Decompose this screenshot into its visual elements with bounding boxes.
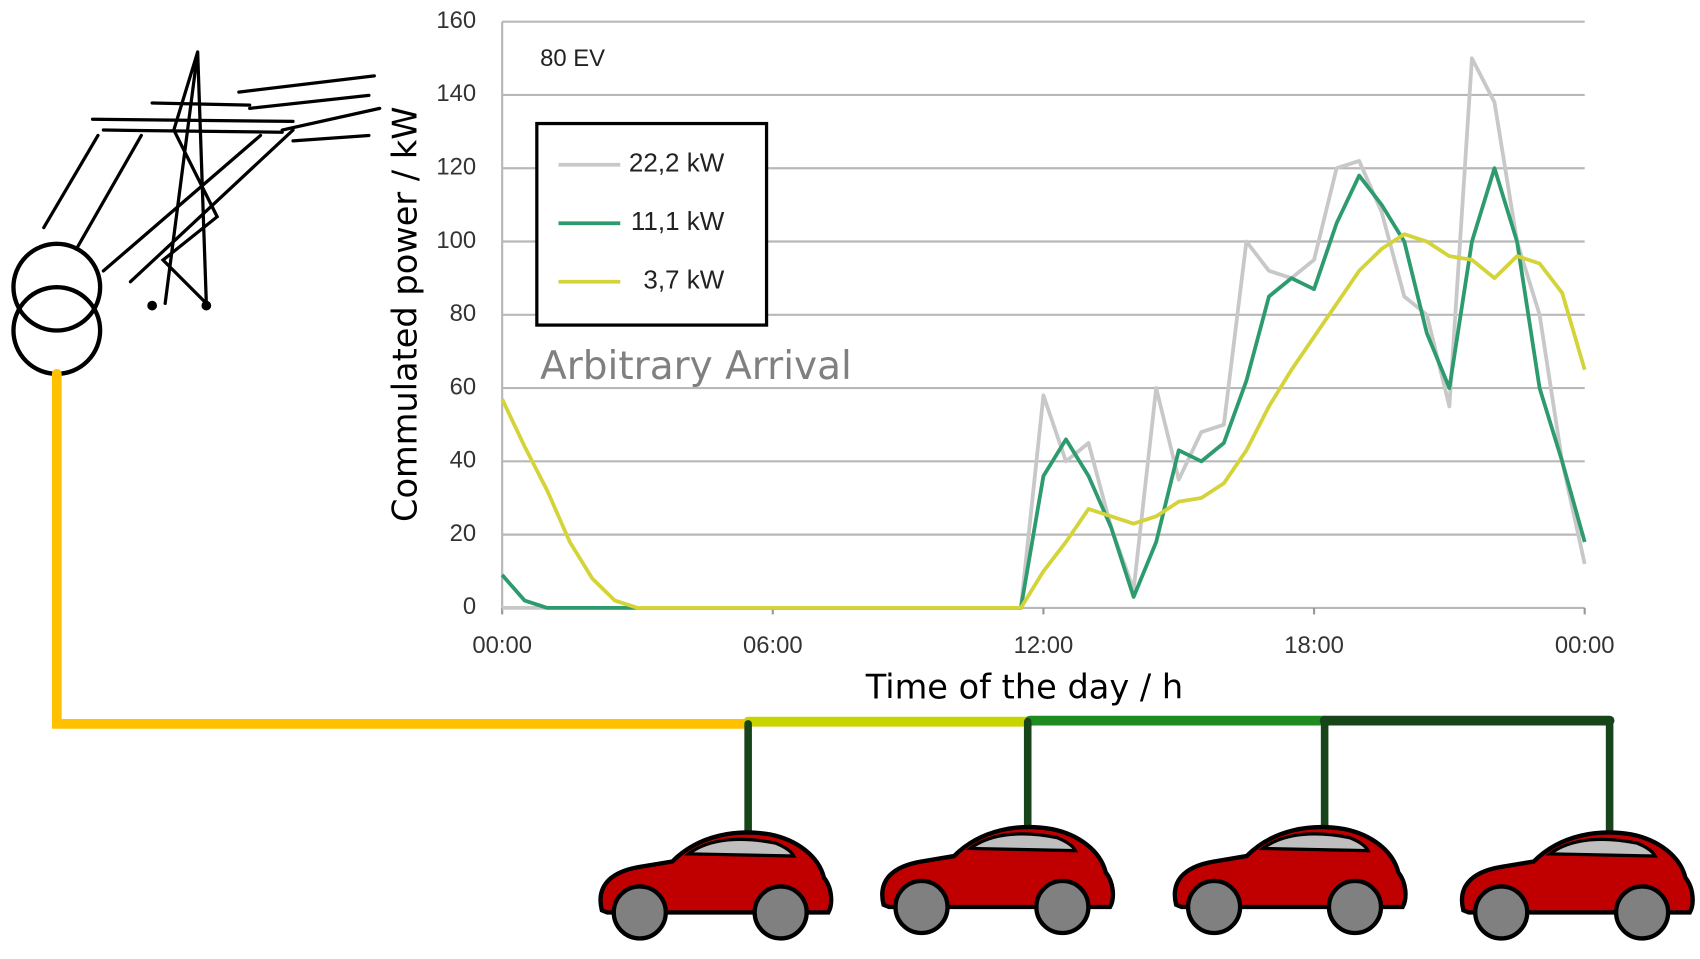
plot-area: 0 20 40 60 80 100 120 140 160 00:00 06:00 12:00 18:0… [436, 7, 1614, 659]
legend-label: 11,1 kW [631, 206, 725, 236]
car [882, 827, 1113, 933]
y-tick-label: 160 [436, 7, 476, 34]
power-pylon [44, 52, 380, 309]
legend-label: 3,7 kW [643, 265, 724, 295]
page: {"chart_data": {"type": "line", "ylabel"… [0, 0, 1700, 959]
car [1462, 832, 1693, 938]
y-tick-label: 100 [436, 227, 476, 254]
y-tick-label: 0 [463, 593, 476, 620]
car [1175, 827, 1406, 933]
y-tick-label: 40 [450, 447, 477, 474]
x-tick-label: 00:00 [472, 632, 532, 659]
legend-label: 22,2 kW [629, 148, 725, 178]
y-tick-label: 120 [436, 154, 476, 181]
feeder-line [57, 374, 1610, 856]
y-tick-label: 20 [450, 520, 477, 547]
x-axis-label: Time of the day / h [865, 668, 1183, 707]
figure: 0 20 40 60 80 100 120 140 160 00:00 06:00 12:00 18:0… [0, 0, 1700, 959]
y-tick-label: 80 [450, 300, 477, 327]
annotation: Arbitrary Arrival [540, 344, 852, 389]
car [601, 832, 832, 938]
x-tick-label: 00:00 [1555, 632, 1615, 659]
annotation: 80 EV [540, 45, 605, 72]
y-tick-label: 60 [450, 373, 477, 400]
y-tick-label: 140 [436, 80, 476, 107]
y-axis-label: Commulated power / kW [385, 106, 424, 522]
x-tick-label: 06:00 [743, 632, 803, 659]
transformer [13, 244, 100, 374]
x-tick-label: 18:00 [1284, 632, 1344, 659]
x-tick-label: 12:00 [1014, 632, 1074, 659]
